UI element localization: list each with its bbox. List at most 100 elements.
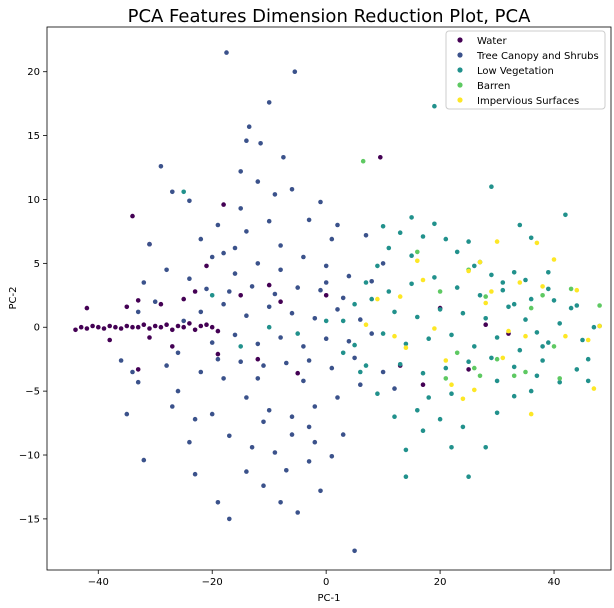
point-low-vegetation-2 <box>563 212 568 218</box>
point-barren-1 <box>415 249 420 255</box>
point-barren-3 <box>454 350 460 356</box>
point-tree-canopy-and-shrubs-32 <box>295 510 301 515</box>
point-impervious-surfaces-2 <box>551 257 557 262</box>
point-low-vegetation-54 <box>449 332 454 338</box>
point-tree-canopy-and-shrubs-20 <box>124 411 130 417</box>
point-water-9 <box>124 323 130 329</box>
point-tree-canopy-and-shrubs-1 <box>292 69 298 74</box>
point-impervious-surfaces-29 <box>483 300 489 306</box>
point-tree-canopy-and-shrubs-75 <box>204 286 209 292</box>
point-tree-canopy-and-shrubs-24 <box>175 388 181 394</box>
point-water-37 <box>135 367 141 372</box>
point-tree-canopy-and-shrubs-3 <box>246 124 252 129</box>
point-tree-canopy-and-shrubs-58 <box>181 318 186 324</box>
point-tree-canopy-and-shrubs-10 <box>187 198 192 204</box>
point-low-vegetation-98 <box>517 222 523 228</box>
point-water-31 <box>158 301 164 307</box>
point-water-40 <box>238 293 243 298</box>
point-tree-canopy-and-shrubs-105 <box>261 419 266 425</box>
point-tree-canopy-and-shrubs-42 <box>209 254 215 260</box>
point-water-25 <box>215 328 221 334</box>
point-low-vegetation-61 <box>528 296 534 302</box>
point-low-vegetation-55 <box>460 310 466 316</box>
point-tree-canopy-and-shrubs-104 <box>238 169 243 174</box>
point-tree-canopy-and-shrubs-92 <box>301 378 306 384</box>
point-tree-canopy-and-shrubs-102 <box>187 439 192 445</box>
point-tree-canopy-and-shrubs-79 <box>249 284 255 289</box>
point-barren-14 <box>443 376 449 381</box>
point-impervious-surfaces-6 <box>591 386 597 391</box>
point-water-45 <box>378 155 383 160</box>
point-water-17 <box>170 327 175 333</box>
legend-marker-impervious <box>457 97 463 103</box>
point-low-vegetation-30 <box>386 245 392 251</box>
point-low-vegetation-86 <box>181 189 186 195</box>
legend-marker-barren <box>457 82 463 88</box>
point-low-vegetation-92 <box>340 350 346 356</box>
point-low-vegetation-36 <box>454 249 460 255</box>
point-impervious-surfaces-10 <box>517 280 523 285</box>
y-tick-label: −15 <box>19 514 40 525</box>
point-tree-canopy-and-shrubs-5 <box>244 138 249 143</box>
point-tree-canopy-and-shrubs-69 <box>312 316 318 321</box>
point-water-1 <box>78 324 84 330</box>
y-tick-label: 10 <box>27 195 40 206</box>
point-water-2 <box>84 326 90 331</box>
point-low-vegetation-33 <box>420 234 426 239</box>
point-barren-12 <box>597 303 602 308</box>
point-tree-canopy-and-shrubs-84 <box>306 358 312 363</box>
point-low-vegetation-53 <box>437 307 443 312</box>
y-tick-label: 5 <box>34 259 40 270</box>
point-water-18 <box>175 323 181 329</box>
legend-label-low-vegetation: Low Vegetation <box>477 66 554 77</box>
point-barren-17 <box>557 376 562 381</box>
point-tree-canopy-and-shrubs-81 <box>272 291 278 297</box>
x-tick-label: −40 <box>88 577 109 588</box>
point-tree-canopy-and-shrubs-88 <box>352 355 357 361</box>
point-impervious-surfaces-27 <box>500 355 506 361</box>
point-tree-canopy-and-shrubs-111 <box>380 261 386 266</box>
point-water-14 <box>152 323 158 329</box>
point-tree-canopy-and-shrubs-28 <box>227 516 232 522</box>
point-low-vegetation-84 <box>460 424 466 430</box>
point-tree-canopy-and-shrubs-13 <box>255 179 261 184</box>
point-low-vegetation-82 <box>472 263 477 269</box>
point-impervious-surfaces-9 <box>523 333 528 339</box>
point-tree-canopy-and-shrubs-0 <box>224 50 229 55</box>
point-tree-canopy-and-shrubs-110 <box>363 233 369 238</box>
point-tree-canopy-and-shrubs-98 <box>209 411 215 417</box>
point-water-19 <box>181 324 186 330</box>
point-tree-canopy-and-shrubs-112 <box>392 386 397 391</box>
point-tree-canopy-and-shrubs-40 <box>187 276 192 282</box>
point-low-vegetation-1 <box>489 184 494 189</box>
point-low-vegetation-43 <box>534 330 540 335</box>
point-tree-canopy-and-shrubs-100 <box>249 445 255 450</box>
point-low-vegetation-22 <box>392 414 397 420</box>
point-water-30 <box>147 335 152 340</box>
point-impervious-surfaces-23 <box>392 333 397 339</box>
point-tree-canopy-and-shrubs-31 <box>278 500 283 505</box>
point-low-vegetation-97 <box>585 378 591 384</box>
point-low-vegetation-3 <box>528 235 534 241</box>
point-tree-canopy-and-shrubs-51 <box>312 404 318 409</box>
x-tick-label: −20 <box>202 577 223 588</box>
point-low-vegetation-42 <box>523 317 528 322</box>
point-low-vegetation-34 <box>432 221 437 227</box>
point-low-vegetation-11 <box>557 379 562 385</box>
point-impervious-surfaces-3 <box>574 287 580 293</box>
point-water-43 <box>278 299 283 305</box>
point-tree-canopy-and-shrubs-33 <box>306 459 312 464</box>
point-low-vegetation-89 <box>266 324 272 330</box>
point-low-vegetation-70 <box>454 285 460 290</box>
point-tree-canopy-and-shrubs-61 <box>221 301 226 307</box>
point-low-vegetation-12 <box>540 344 545 349</box>
point-low-vegetation-94 <box>369 296 375 302</box>
point-tree-canopy-and-shrubs-19 <box>130 369 135 375</box>
point-low-vegetation-96 <box>403 474 409 480</box>
x-axis-label: PC-1 <box>318 593 341 604</box>
point-low-vegetation-9 <box>585 356 591 362</box>
point-water-0 <box>73 327 78 333</box>
legend-marker-tree-canopy <box>457 52 463 58</box>
point-tree-canopy-and-shrubs-116 <box>118 358 124 363</box>
